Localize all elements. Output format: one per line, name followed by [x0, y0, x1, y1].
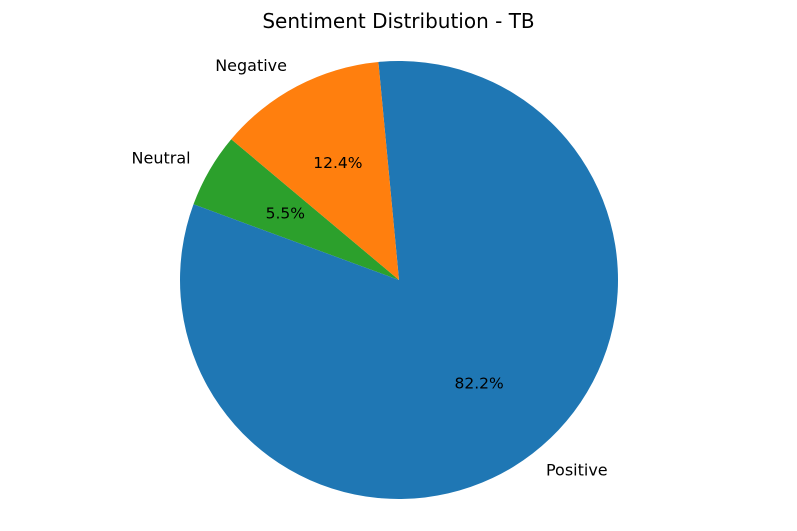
slice-label-positive: Positive — [546, 460, 608, 479]
slice-percent-negative: 12.4% — [313, 154, 362, 172]
pie-slice-negative — [231, 61, 399, 280]
pie-labels: Neutral 5.5% Positive 82.2% Negative 12.4% — [132, 56, 608, 479]
slice-label-negative: Negative — [215, 56, 287, 75]
pie-slice-positive — [180, 60, 619, 499]
chart-title: Sentiment Distribution - TB — [262, 9, 534, 33]
slice-percent-positive: 82.2% — [455, 375, 504, 393]
pie-slice-neutral — [193, 139, 399, 280]
pie-slices — [180, 60, 619, 499]
slice-percent-neutral: 5.5% — [266, 205, 305, 223]
slice-label-neutral: Neutral — [132, 149, 191, 168]
